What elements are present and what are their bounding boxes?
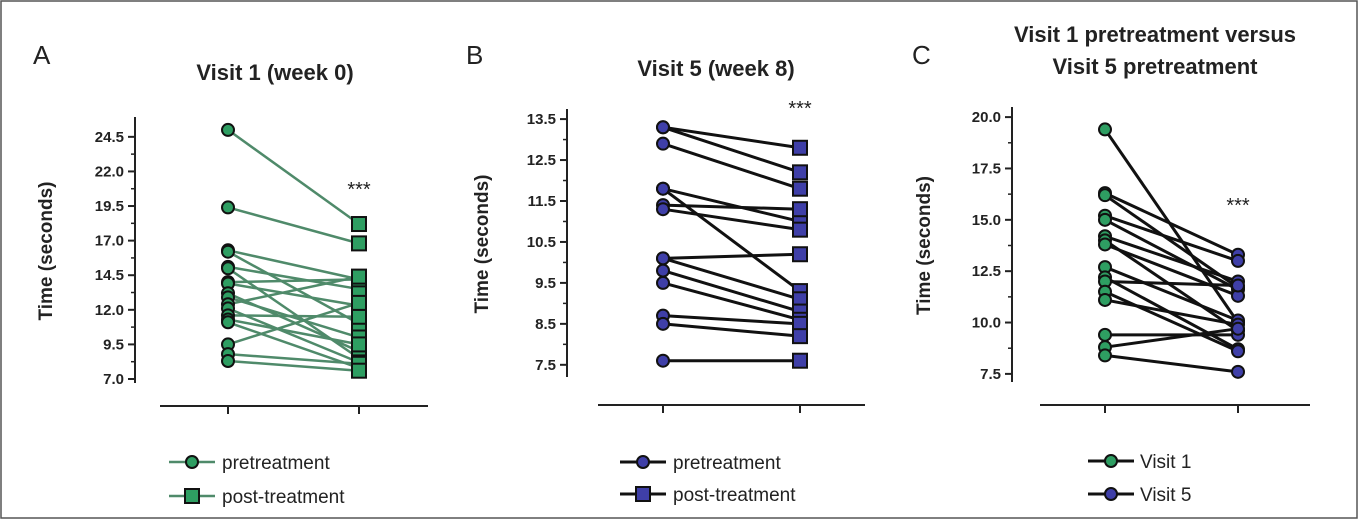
panel-c-title-line-2: Visit 5 pretreatment (1052, 54, 1258, 79)
panel-b-legend-circle-icon (637, 456, 649, 468)
panel-c-y-tick-label: 12.5 (972, 263, 1001, 280)
panel-a-y-axis-label: Time (seconds) (36, 181, 57, 320)
panel-c-legend-circle-icon (1105, 455, 1117, 467)
panel-b-post-treatment-point (793, 329, 807, 343)
panel-a-pretreatment-point (222, 355, 234, 367)
panel-a-significance-marker: *** (347, 179, 371, 201)
panel-b-post-treatment-point (793, 223, 807, 237)
panel-c-visit5-point (1232, 280, 1244, 292)
panel-a-pretreatment-point (222, 316, 234, 328)
panel-b-pretreatment-point (657, 121, 669, 133)
panel-c-visit5-point (1232, 366, 1244, 378)
panel-b-pretreatment-point (657, 277, 669, 289)
panel-b-legend-square-icon (636, 487, 650, 501)
panel-a-y-tick-label: 19.5 (95, 198, 124, 215)
panel-c-y-tick-label: 7.5 (980, 366, 1001, 383)
panel-a-y-tick-label: 9.5 (103, 336, 124, 353)
panel-c-significance-marker: *** (1226, 195, 1250, 217)
panel-c-y-tick-label: 10.0 (972, 315, 1001, 332)
panel-b-post-treatment-point (793, 182, 807, 196)
panel-b-post-treatment-point (793, 165, 807, 179)
panel-a-y-tick-label: 12.0 (95, 302, 124, 319)
panel-c-y-axis-label: Time (seconds) (914, 176, 935, 315)
panel-a-legend-circle-icon (186, 456, 198, 468)
panel-b-pretreatment-point (657, 265, 669, 277)
panel-c-visit1-point (1099, 294, 1111, 306)
panel-b-post-treatment-point (793, 202, 807, 216)
panel-c-visit1-point (1099, 329, 1111, 341)
panel-b-legend-label: post-treatment (673, 485, 796, 506)
panel-a-post-treatment-point (352, 364, 366, 378)
panel-b-y-tick-label: 13.5 (527, 111, 556, 128)
panel-c-legend-label: Visit 1 (1140, 452, 1191, 473)
panel-b-letter: B (466, 40, 483, 70)
panel-a-pretreatment-point (222, 201, 234, 213)
panel-a-post-treatment-point (352, 337, 366, 351)
panel-a-y-tick-label: 7.0 (103, 371, 124, 388)
panel-a-legend-label: pretreatment (222, 453, 330, 474)
panel-c-y-tick-label: 15.0 (972, 212, 1001, 229)
panel-c-visit1-point (1099, 189, 1111, 201)
panel-a-y-tick-label: 22.0 (95, 163, 124, 180)
panel-c-letter: C (912, 40, 931, 70)
panel-b-pretreatment-point (657, 203, 669, 215)
panel-b-significance-marker: *** (788, 98, 812, 120)
panel-a-post-treatment-point (352, 217, 366, 231)
panel-b-pretreatment-point (657, 252, 669, 264)
panel-b-pretreatment-point (657, 318, 669, 330)
panel-b-title: Visit 5 (week 8) (637, 56, 794, 81)
panel-b-y-tick-label: 7.5 (535, 357, 556, 374)
panel-a-pretreatment-point (222, 262, 234, 274)
panel-b-post-treatment-point (793, 354, 807, 368)
panel-c-legend-circle-icon (1105, 488, 1117, 500)
panel-c-visit5-point (1232, 345, 1244, 357)
panel-b-pretreatment-point (657, 183, 669, 195)
panel-a-post-treatment-point (352, 270, 366, 284)
panel-a-post-treatment-point (352, 296, 366, 310)
panel-a-y-tick-label: 24.5 (95, 129, 124, 146)
panel-b-y-tick-label: 10.5 (527, 234, 556, 251)
panel-b-y-tick-label: 8.5 (535, 316, 556, 333)
panel-a-pretreatment-point (222, 246, 234, 258)
panel-b-pretreatment-point (657, 138, 669, 150)
panel-a-pretreatment-point (222, 124, 234, 136)
panel-a-letter: A (33, 40, 51, 70)
panel-a-pair-line (228, 315, 359, 316)
panel-c-visit1-point (1099, 238, 1111, 250)
panel-b-y-tick-label: 12.5 (527, 152, 556, 169)
panel-b-y-tick-label: 9.5 (535, 275, 556, 292)
panel-a-legend-label: post-treatment (222, 487, 345, 508)
panel-b-post-treatment-point (793, 247, 807, 261)
panel-b-y-axis-label: Time (seconds) (472, 174, 493, 313)
panel-c-visit1-point (1099, 123, 1111, 135)
panel-c-visit1-point (1099, 349, 1111, 361)
panel-b-y-tick-label: 11.5 (528, 193, 556, 210)
panel-b-legend-label: pretreatment (673, 453, 781, 474)
panel-c-title-line-1: Visit 1 pretreatment versus (1014, 22, 1296, 47)
panel-a-title: Visit 1 (week 0) (196, 60, 353, 85)
panel-c-y-tick-label: 17.5 (972, 160, 1001, 177)
panel-a-post-treatment-point (352, 236, 366, 250)
panel-c-y-tick-label: 20.0 (972, 109, 1001, 126)
panel-c-visit1-point (1099, 214, 1111, 226)
panel-a-y-tick-label: 14.5 (95, 267, 124, 284)
panel-a-post-treatment-point (352, 310, 366, 324)
panel-a-y-tick-label: 17.0 (95, 233, 124, 250)
panel-a-legend-square-icon (185, 489, 199, 503)
panel-b-post-treatment-point (793, 141, 807, 155)
panel-c-legend-label: Visit 5 (1140, 485, 1191, 506)
panel-b-pretreatment-point (657, 355, 669, 367)
panel-c-visit5-point (1232, 255, 1244, 267)
panel-c-visit5-point (1232, 323, 1244, 335)
